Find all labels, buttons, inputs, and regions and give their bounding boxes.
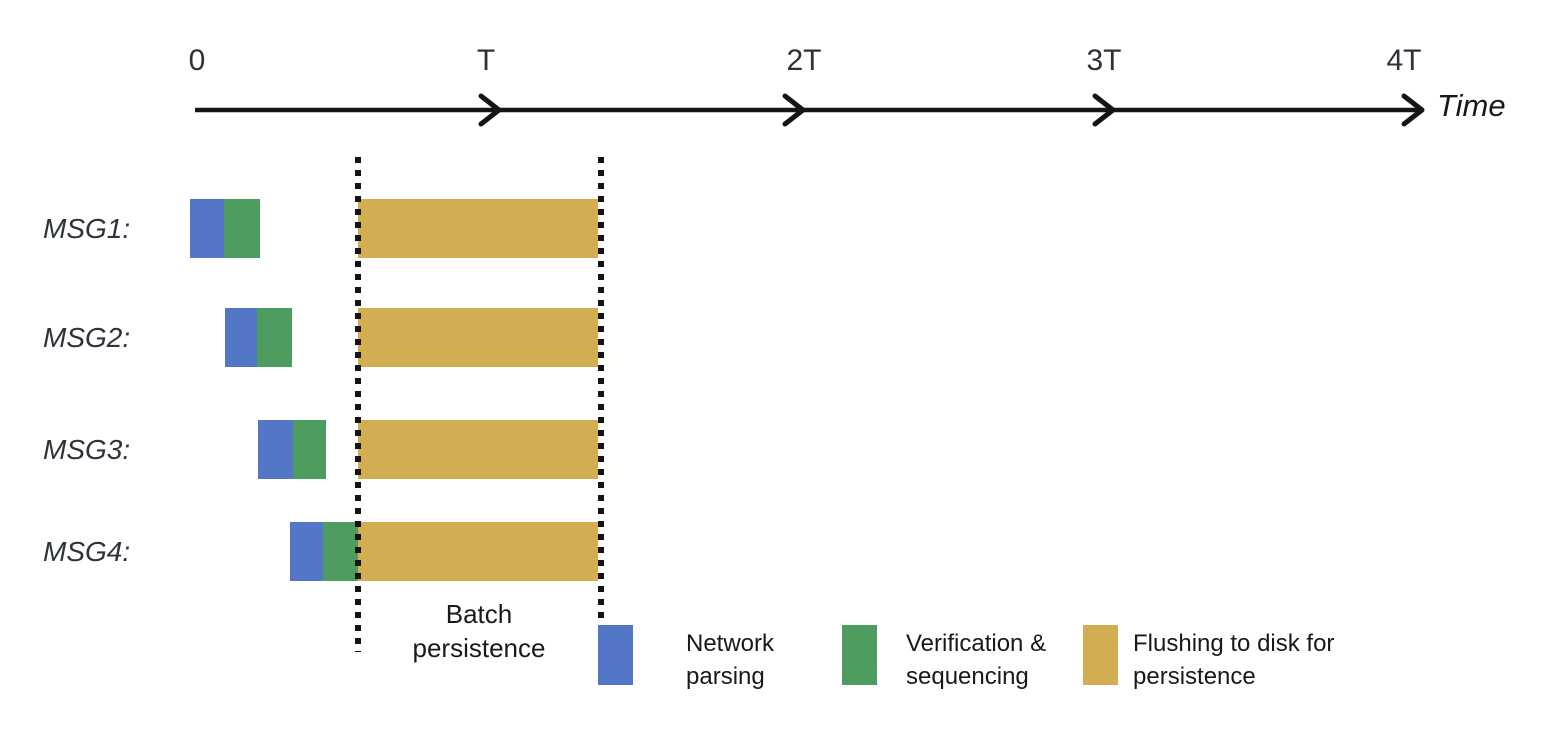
axis-tick-4t: 4T [1386, 44, 1422, 77]
legend-line: persistence [1133, 663, 1256, 690]
axis-chevron-4t [1401, 93, 1425, 127]
batch-annotation-line1: Batch [445, 599, 513, 629]
network-parsing-bar [225, 308, 257, 367]
verification-sequencing-bar [323, 522, 358, 581]
msg3-label: MSG3: [43, 433, 131, 465]
legend-line: Flushing to disk for [1133, 630, 1335, 657]
legend-line: parsing [686, 663, 765, 690]
legend-label-network-parsing: Network parsing [686, 627, 816, 693]
verification-sequencing-bar [224, 199, 260, 258]
msg-row-4: MSG4: [0, 522, 1562, 581]
axis-chevron-3t [1092, 93, 1116, 127]
axis-chevron-t [478, 93, 502, 127]
legend-swatch-network-parsing [598, 625, 633, 685]
msg-row-3: MSG3: [0, 420, 1562, 479]
flushing-to-disk-bar [358, 420, 598, 479]
legend-swatch-flushing-to-disk [1083, 625, 1118, 685]
axis-chevron-2t [782, 93, 806, 127]
network-parsing-bar [258, 420, 293, 479]
verification-sequencing-bar [293, 420, 326, 479]
axis-tick-t: T [476, 44, 496, 77]
network-parsing-bar [190, 199, 224, 258]
axis-title: Time [1437, 88, 1506, 123]
legend-line: Network [686, 630, 775, 657]
flushing-to-disk-bar [358, 308, 598, 367]
batch-window-left-dotted-line [355, 157, 361, 652]
legend-label-verification-sequencing: Verification & sequencing [906, 627, 1091, 693]
network-parsing-bar [290, 522, 323, 581]
verification-sequencing-bar [257, 308, 292, 367]
time-axis-arrow [195, 93, 1425, 127]
legend-line: Verification & [906, 630, 1047, 657]
legend-swatch-verification-sequencing [842, 625, 877, 685]
batch-annotation-line2: persistence [412, 633, 546, 663]
axis-tick-3t: 3T [1086, 44, 1122, 77]
msg1-label: MSG1: [43, 212, 131, 244]
axis-tick-2t: 2T [786, 44, 822, 77]
flushing-to-disk-bar [358, 522, 598, 581]
msg-row-2: MSG2: [0, 308, 1562, 367]
msg-row-1: MSG1: [0, 199, 1562, 258]
msg4-label: MSG4: [43, 535, 131, 567]
legend-label-flushing-to-disk: Flushing to disk for persistence [1133, 627, 1383, 693]
legend-line: sequencing [906, 663, 1029, 690]
batch-window-right-dotted-line [598, 157, 604, 652]
batch-persistence-annotation: Batch persistence [384, 597, 574, 665]
axis-tick-0: 0 [188, 44, 206, 77]
flushing-to-disk-bar [358, 199, 598, 258]
msg2-label: MSG2: [43, 321, 131, 353]
